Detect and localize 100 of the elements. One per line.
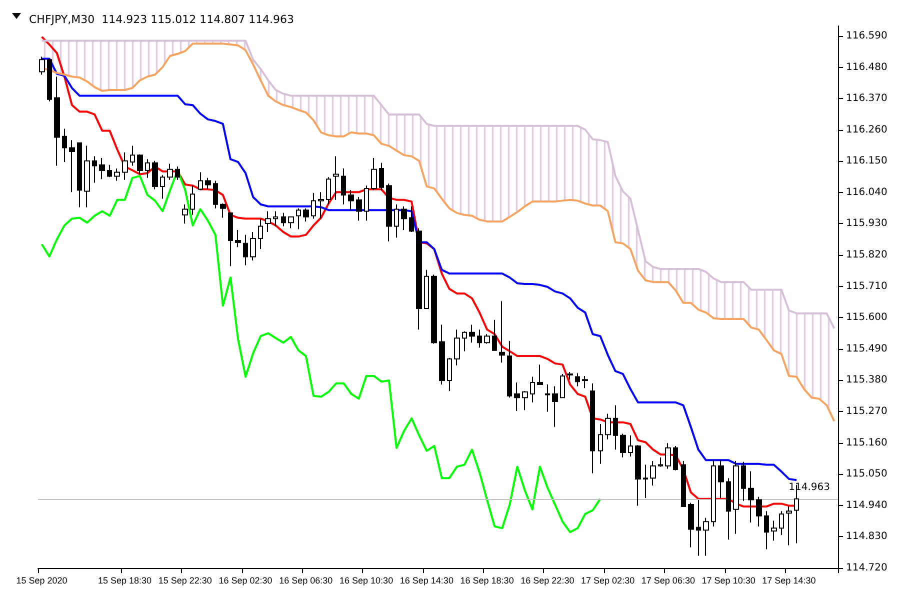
candlestick [92, 156, 97, 184]
candlestick [122, 152, 128, 180]
candlestick [333, 156, 339, 200]
candlestick [598, 424, 603, 464]
candlestick [673, 445, 678, 471]
candlestick [748, 470, 754, 523]
candlestick [190, 185, 195, 216]
candlestick [454, 329, 460, 366]
candlestick [635, 444, 641, 506]
candlestick [447, 358, 452, 392]
candlestick [99, 158, 105, 180]
y-tick-label: 115.050 [846, 468, 888, 480]
candlestick [296, 208, 301, 230]
candlestick [560, 373, 565, 398]
candlestick [688, 502, 694, 548]
candlestick [416, 228, 422, 330]
candlestick [567, 371, 573, 380]
candlestick [243, 234, 248, 266]
candlestick [386, 183, 392, 242]
candlestick [228, 212, 233, 267]
candlestick [273, 210, 278, 227]
candlestick [484, 334, 490, 344]
candlestick [492, 319, 497, 351]
candlestick [250, 231, 256, 261]
y-tick-label: 116.150 [846, 156, 888, 167]
candlestick [507, 340, 512, 398]
candlestick [733, 460, 739, 534]
candlestick [288, 216, 294, 229]
candlestick [530, 376, 535, 403]
x-tick-label: 17 Sep 10:30 [702, 576, 756, 586]
candlestick [741, 461, 746, 502]
candlestick [318, 192, 324, 220]
candlestick [258, 218, 263, 250]
y-tick-label: 115.930 [846, 218, 888, 230]
candlestick [522, 390, 528, 411]
candlestick [311, 192, 316, 220]
x-tick-label: 17 Sep 14:30 [762, 576, 816, 586]
candlestick [205, 177, 211, 190]
candlestick [341, 168, 346, 205]
candlestick [213, 180, 218, 209]
candlestick [62, 128, 67, 162]
candlestick [356, 196, 362, 222]
candlestick [77, 142, 82, 208]
y-tick-label: 115.380 [846, 374, 888, 386]
candlestick [69, 140, 75, 193]
candlestick [545, 384, 550, 412]
candlestick [265, 210, 271, 232]
candlestick [303, 208, 309, 222]
x-tick-label: 16 Sep 10:30 [340, 576, 394, 586]
candlestick [764, 510, 769, 550]
y-tick-label: 114.720 [846, 562, 888, 574]
candlestick [175, 166, 180, 180]
candlestick [650, 460, 656, 486]
candlestick [711, 460, 716, 527]
candlestick [152, 160, 158, 190]
x-tick-label: 15 Sep 22:30 [158, 576, 212, 586]
candlestick [718, 460, 724, 499]
candlestick [371, 158, 377, 191]
candlestick [779, 510, 784, 536]
candlestick [167, 163, 173, 180]
candlestick [582, 375, 588, 389]
candlestick [394, 204, 399, 238]
x-tick-label: 17 Sep 02:30 [581, 576, 635, 586]
candlestick [39, 56, 45, 76]
y-tick-label: 115.160 [846, 437, 888, 448]
candlestick [107, 164, 112, 178]
y-tick-label: 116.590 [846, 30, 888, 42]
candlestick [235, 229, 241, 248]
candlestick [379, 162, 384, 191]
candlestick [439, 324, 445, 385]
candlestick [364, 185, 369, 222]
x-tick-label: 16 Sep 18:30 [460, 576, 514, 586]
candlestick [84, 145, 90, 208]
chart-title: CHFJPY,M30 114.923 115.012 114.807 114.963 [29, 13, 294, 26]
candlestick [54, 76, 60, 166]
candlestick [756, 496, 762, 527]
candlestick [575, 372, 580, 387]
x-tick-label: 15 Sep 2020 [16, 576, 68, 586]
x-tick-label: 16 Sep 06:30 [279, 576, 333, 586]
y-tick-label: 116.040 [846, 186, 888, 198]
candlestick [409, 206, 414, 232]
candlestick [220, 203, 226, 218]
x-tick-label: 16 Sep 14:30 [400, 576, 454, 586]
candlestick [137, 154, 143, 175]
candlestick [130, 145, 135, 166]
candlestick [643, 464, 648, 499]
candlestick [145, 158, 150, 178]
candlestick [431, 274, 437, 344]
candlestick [786, 506, 792, 546]
candlestick [281, 212, 286, 227]
candlestick [590, 382, 595, 474]
x-tick-label: 16 Sep 02:30 [218, 576, 272, 586]
candlestick [537, 364, 543, 385]
candlestick [628, 434, 633, 457]
y-tick-label: 116.480 [846, 62, 888, 73]
candlestick [326, 176, 331, 205]
candlestick [613, 404, 618, 450]
y-tick-label: 115.710 [846, 280, 888, 292]
candlestick [469, 324, 475, 344]
candlestick [477, 329, 482, 348]
